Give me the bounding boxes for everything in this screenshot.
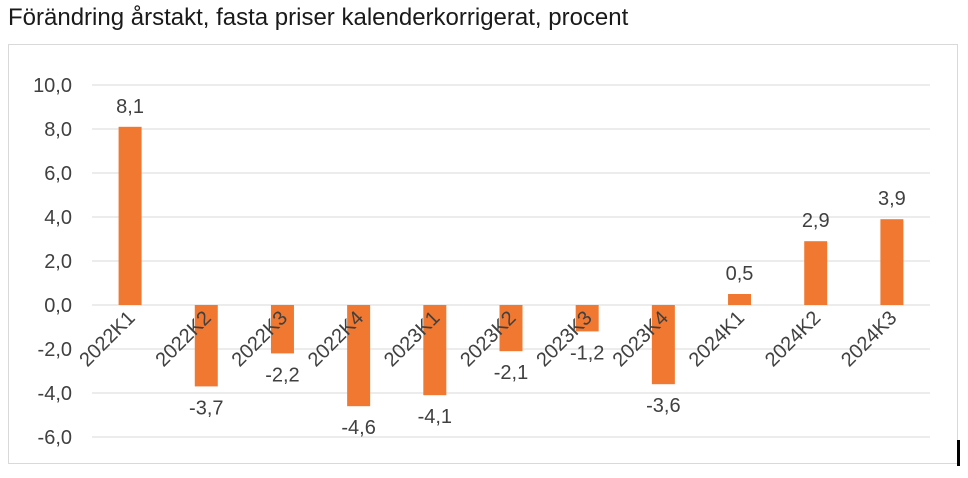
y-tick-label: 4,0 xyxy=(44,207,72,229)
data-label: -3,7 xyxy=(189,397,223,419)
edge-marker xyxy=(957,440,960,466)
data-label: 8,1 xyxy=(116,96,144,118)
x-tick-label: 2024K1 xyxy=(685,307,749,371)
bar xyxy=(728,294,752,305)
data-label: -1,2 xyxy=(570,342,604,364)
data-label: 0,5 xyxy=(726,263,754,285)
bar xyxy=(804,241,828,305)
chart-title: Förändring årstakt, fasta priser kalende… xyxy=(8,4,629,31)
bar xyxy=(423,305,447,396)
bar xyxy=(347,305,371,407)
bar xyxy=(270,305,294,354)
x-tick-label: 2024K2 xyxy=(761,307,825,371)
data-label: -2,1 xyxy=(494,362,528,384)
y-tick-label: -6,0 xyxy=(38,427,72,449)
data-label: -4,6 xyxy=(341,417,375,439)
data-label: 3,9 xyxy=(878,188,906,210)
data-label: -2,2 xyxy=(265,364,299,386)
bar xyxy=(118,126,142,305)
data-label: -4,1 xyxy=(418,406,452,428)
y-tick-label: -4,0 xyxy=(38,383,72,405)
y-tick-label: -2,0 xyxy=(38,339,72,361)
y-tick-label: 0,0 xyxy=(44,295,72,317)
x-tick-label: 2022K1 xyxy=(75,307,139,371)
data-label: 2,9 xyxy=(802,210,830,232)
bar xyxy=(880,219,904,305)
bar xyxy=(499,305,523,352)
y-tick-label: 6,0 xyxy=(44,163,72,185)
y-tick-label: 10,0 xyxy=(33,75,72,97)
x-tick-label: 2024K3 xyxy=(837,307,901,371)
bar xyxy=(651,305,675,385)
bar xyxy=(575,305,599,332)
data-label: -3,6 xyxy=(646,395,680,417)
chart-frame xyxy=(8,44,958,464)
y-tick-label: 2,0 xyxy=(44,251,72,273)
y-tick-label: 8,0 xyxy=(44,119,72,141)
bar xyxy=(194,305,218,387)
